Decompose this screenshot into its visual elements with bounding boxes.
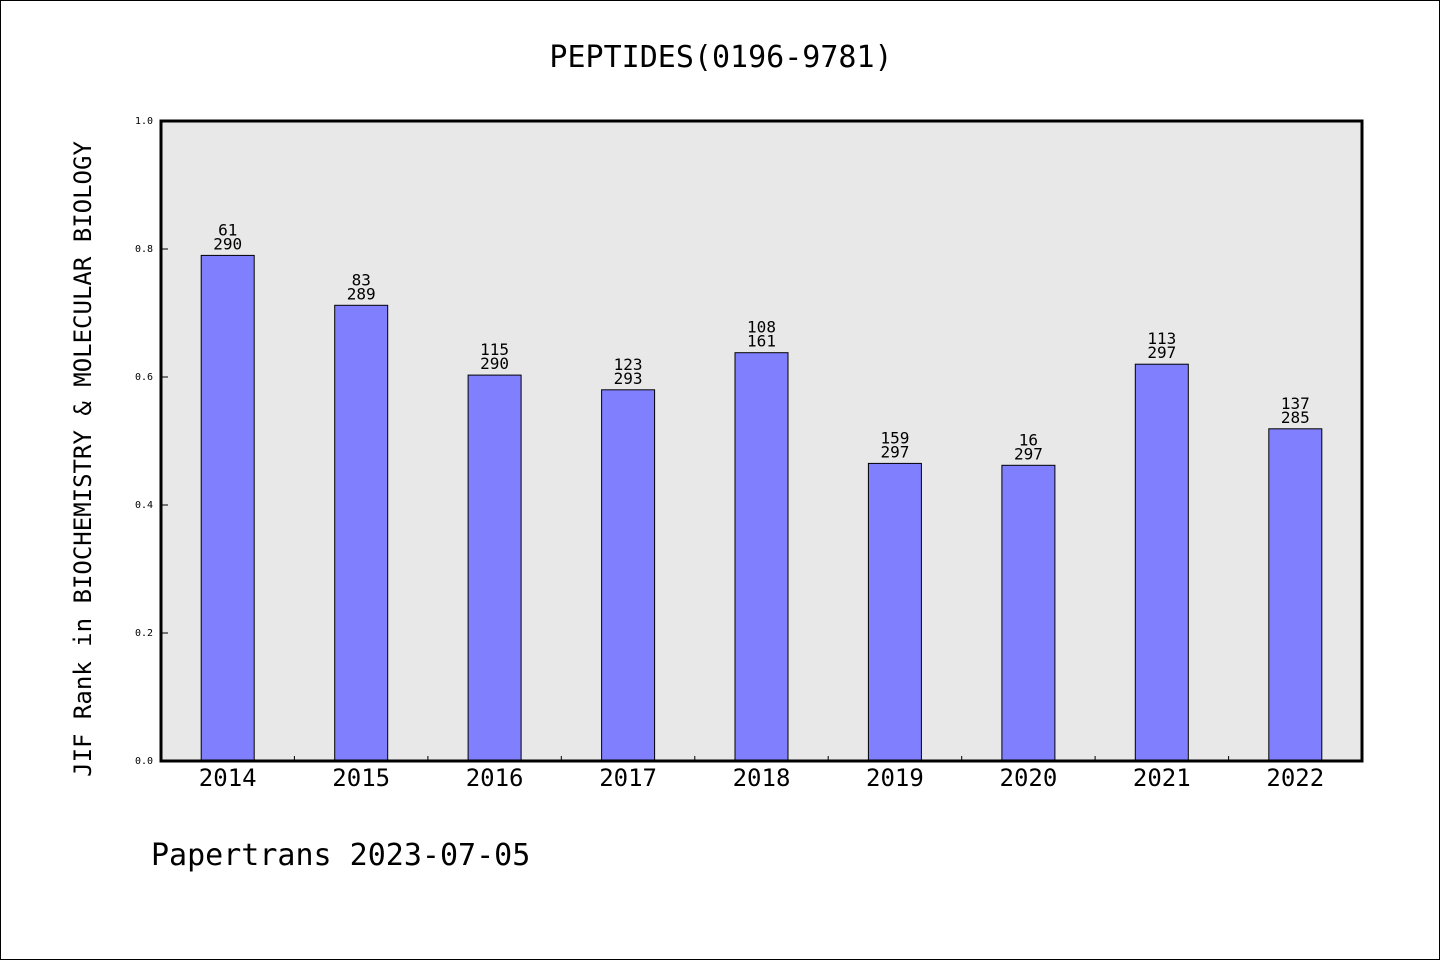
x-tick-label-2014: 2014	[199, 764, 257, 792]
bar-2019	[867, 462, 922, 762]
bar-total-label-2016: 290	[480, 354, 509, 373]
footer-watermark: Papertrans 2023-07-05	[151, 838, 530, 873]
y-tick-label-5: 1.0	[135, 116, 153, 127]
bar-2018	[734, 352, 789, 762]
bar-total-label-2018: 161	[747, 332, 776, 351]
bar-total-label-2019: 297	[880, 442, 909, 461]
y-tick-label-2: 0.4	[135, 500, 153, 511]
bar-2020	[1001, 464, 1056, 762]
x-tick-label-2022: 2022	[1266, 764, 1324, 792]
y-axis-label: JIF Rank in BIOCHEMISTRY & MOLECULAR BIO…	[69, 141, 97, 777]
bar-total-label-2020: 297	[1014, 444, 1043, 463]
plot-border	[159, 119, 1364, 763]
bar-total-label-2017: 293	[614, 369, 643, 388]
x-tick-label-2018: 2018	[733, 764, 791, 792]
bar-2014	[200, 254, 255, 762]
x-tick-label-2017: 2017	[599, 764, 657, 792]
x-tick-label-2021: 2021	[1133, 764, 1191, 792]
bar-total-label-2014: 290	[213, 234, 242, 253]
bar-rank-label-2020: 16	[1019, 430, 1038, 449]
y-tick-label-4: 0.8	[135, 244, 153, 255]
bar-rank-label-2016: 115	[480, 340, 509, 359]
bar-2017	[601, 389, 656, 762]
x-tick-label-2016: 2016	[466, 764, 524, 792]
bar-2015	[334, 304, 389, 762]
y-tick-label-0: 0.0	[135, 756, 153, 767]
x-tick-label-2019: 2019	[866, 764, 924, 792]
x-tick-label-2015: 2015	[332, 764, 390, 792]
bar-total-label-2015: 289	[347, 284, 376, 303]
bar-rank-label-2017: 123	[614, 355, 643, 374]
y-tick-label-1: 0.2	[135, 628, 153, 639]
bar-2022	[1268, 428, 1323, 762]
bar-rank-label-2019: 159	[880, 428, 909, 447]
bar-rank-label-2022: 137	[1281, 394, 1310, 413]
x-axis: 2014 2015 2016 2017 2018 2019 2020 2021 2022	[199, 756, 1324, 792]
bar-2021	[1134, 363, 1189, 762]
bar-total-label-2021: 297	[1147, 343, 1176, 362]
y-tick-label-3: 0.6	[135, 372, 153, 383]
bar-rank-label-2018: 108	[747, 318, 776, 337]
x-tick-label-2020: 2020	[1000, 764, 1058, 792]
bar-rank-label-2021: 113	[1147, 329, 1176, 348]
bar-2016	[467, 374, 522, 762]
chart-title: PEPTIDES(0196-9781)	[549, 40, 892, 75]
bars-layer	[200, 254, 1323, 762]
bar-rank-label-2015: 83	[352, 270, 371, 289]
bar-rank-label-2014: 61	[218, 220, 237, 239]
bar-total-label-2022: 285	[1281, 408, 1310, 427]
